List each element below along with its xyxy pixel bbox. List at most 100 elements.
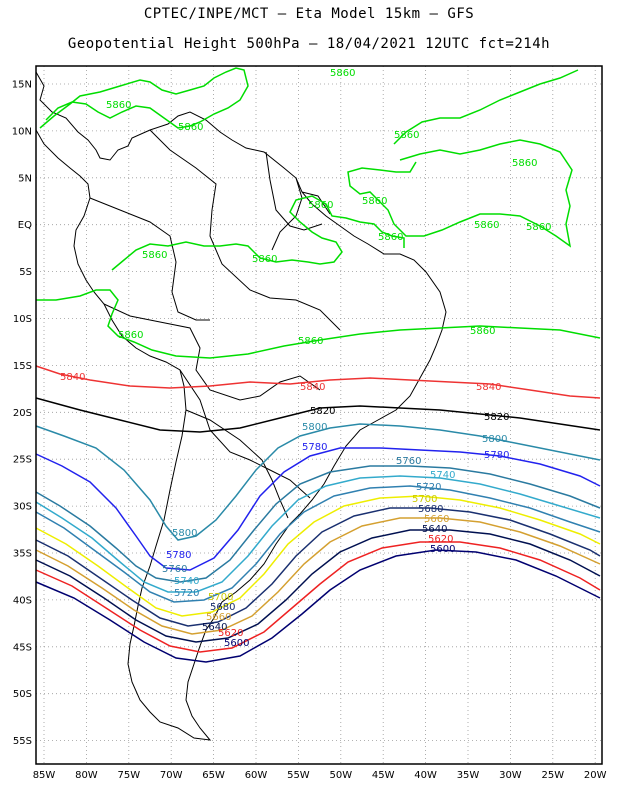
contour-label-5860: 5860: [474, 220, 499, 231]
contour-5640: [35, 529, 601, 643]
latitude-label: EQ: [18, 220, 32, 231]
latitude-label: 15N: [12, 80, 32, 91]
contour-label-5840: 5840: [60, 372, 85, 383]
contour-5680: [35, 507, 601, 627]
contour-label-5700: 5700: [208, 592, 233, 603]
contour-label-5660: 5660: [424, 514, 449, 525]
contour-label-5840: 5840: [476, 382, 501, 393]
contour-lines: [35, 67, 601, 663]
contour-label-5740: 5740: [174, 576, 199, 587]
contour-5860-atlantic: [393, 69, 579, 145]
latitude-label: 5S: [19, 267, 32, 278]
longitude-label: 30W: [499, 770, 522, 781]
latitude-label: 40S: [13, 595, 32, 606]
contour-label-5740: 5740: [430, 470, 455, 481]
contour-label-5860: 5860: [118, 330, 143, 341]
contour-label-5640: 5640: [202, 622, 227, 633]
contour-label-5640: 5640: [422, 524, 447, 535]
contour-label-5840: 5840: [300, 382, 325, 393]
contour-label-5860: 5860: [394, 130, 419, 141]
contour-label-5860: 5860: [330, 68, 355, 79]
contour-label-5620: 5620: [218, 628, 243, 639]
contour-label-5680: 5680: [418, 504, 443, 515]
longitude-label: 45W: [372, 770, 395, 781]
latitude-label: 45S: [13, 642, 32, 653]
longitude-label: 80W: [75, 770, 98, 781]
chart-title-line-2: Geopotential Height 500hPa – 18/04/2021 …: [67, 36, 551, 52]
contour-5800-north: [35, 423, 601, 541]
contour-5860-atl-loop: [347, 139, 573, 248]
longitude-label: 25W: [541, 770, 564, 781]
contour-label-5860: 5860: [378, 232, 403, 243]
contour-5740: [35, 475, 601, 593]
longitude-label: 55W: [287, 770, 310, 781]
latitude-label: 5N: [18, 173, 32, 184]
longitude-label: 60W: [245, 770, 268, 781]
contour-5660: [35, 517, 601, 635]
longitude-label: 65W: [202, 770, 225, 781]
contour-label-5780: 5780: [484, 450, 509, 461]
longitude-label: 40W: [414, 770, 437, 781]
contour-label-5620: 5620: [428, 534, 453, 545]
contour-label-5760: 5760: [396, 456, 421, 467]
contour-label-5600: 5600: [224, 638, 249, 649]
contour-label-5860: 5860: [526, 222, 551, 233]
longitude-label: 85W: [33, 770, 56, 781]
contour-label-5600: 5600: [430, 544, 455, 555]
latitude-label: 20S: [13, 408, 32, 419]
latitude-label: 10N: [12, 126, 32, 137]
longitude-label: 75W: [117, 770, 140, 781]
contour-label-5800: 5800: [302, 422, 327, 433]
coastline: [35, 71, 447, 741]
map-frame: [35, 65, 603, 765]
contour-label-5860: 5860: [106, 100, 131, 111]
contour-5860-center: [111, 195, 405, 271]
contour-label-5860: 5860: [178, 122, 203, 133]
longitude-labels: 85W 80W 75W 70W 65W 60W 55W 50W 45W 40W 35W 30W 25W 2…: [33, 770, 607, 781]
latitude-label: 50S: [13, 689, 32, 700]
contour-5600: [35, 549, 601, 663]
contour-label-5720: 5720: [174, 588, 199, 599]
contour-labels: 5860 5860 5860 5860 5860 5860 5860 5860 …: [60, 68, 551, 649]
longitude-label: 50W: [329, 770, 352, 781]
contour-label-5760: 5760: [162, 564, 187, 575]
contour-label-5860: 5860: [298, 336, 323, 347]
contour-5860-north: [39, 67, 249, 129]
contour-label-5800: 5800: [172, 528, 197, 539]
contour-label-5780: 5780: [302, 442, 327, 453]
longitude-label: 70W: [160, 770, 183, 781]
contour-label-5860: 5860: [512, 158, 537, 169]
contour-5720: [35, 485, 601, 603]
contour-5820: [35, 397, 601, 433]
contour-5840: [35, 365, 601, 399]
contour-label-5860: 5860: [470, 326, 495, 337]
contour-label-5820: 5820: [310, 406, 335, 417]
longitude-label: 35W: [457, 770, 480, 781]
latitude-label: 25S: [13, 455, 32, 466]
contour-label-5720: 5720: [416, 482, 441, 493]
contour-label-5780: 5780: [166, 550, 191, 561]
contour-5700: [35, 495, 601, 617]
latitude-labels: 15N 10N 5N EQ 5S 10S 15S 20S 25S 30S 35S 40S 45S 50S 5…: [12, 80, 32, 748]
latitude-label: 30S: [13, 502, 32, 513]
contour-label-5700: 5700: [412, 494, 437, 505]
longitude-label: 20W: [584, 770, 607, 781]
latitude-label: 15S: [13, 361, 32, 372]
contour-label-5860: 5860: [308, 200, 333, 211]
contour-5860-main: [36, 289, 601, 359]
contour-label-5860: 5860: [142, 250, 167, 261]
contour-label-5820: 5820: [484, 412, 509, 423]
contour-label-5800: 5800: [482, 434, 507, 445]
contour-label-5860: 5860: [252, 254, 277, 265]
contour-label-5660: 5660: [206, 612, 231, 623]
latitude-label: 55S: [13, 736, 32, 747]
contour-5620: [35, 541, 601, 653]
latitude-label: 35S: [13, 549, 32, 560]
contour-label-5680: 5680: [210, 602, 235, 613]
latitude-label: 10S: [13, 314, 32, 325]
contour-5780: [35, 447, 601, 571]
chart-title-line-1: CPTEC/INPE/MCT – Eta Model 15km – GFS: [143, 6, 475, 22]
contour-label-5860: 5860: [362, 196, 387, 207]
contour-5760: [35, 465, 601, 583]
